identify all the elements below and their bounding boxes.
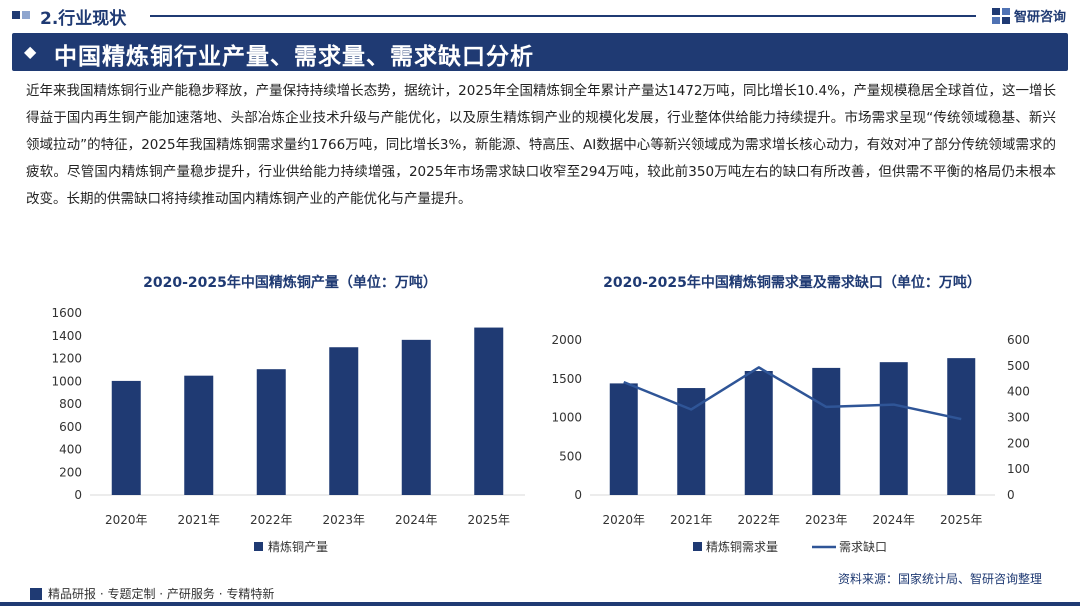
brand-name: 智研咨询 xyxy=(1013,10,1066,25)
diamond-icon: ◆ xyxy=(24,42,37,61)
chart1-x-tick: 2023年 xyxy=(322,513,365,527)
chart2-bar xyxy=(879,362,908,495)
chart1-y-tick: 200 xyxy=(59,465,82,479)
chart1-y-tick: 1000 xyxy=(51,374,82,388)
chart2-y-right-tick: 100 xyxy=(1007,462,1030,476)
chart1-x-tick: 2022年 xyxy=(250,513,293,527)
chart2-y-left-tick: 1000 xyxy=(551,411,582,425)
chart1-y-tick: 800 xyxy=(59,397,82,411)
chart2-bar xyxy=(744,371,773,495)
chart2-title: 2020-2025年中国精炼铜需求量及需求缺口（单位：万吨） xyxy=(603,275,981,291)
chart2-y-right-tick: 300 xyxy=(1007,411,1030,425)
chart1-bar xyxy=(329,347,359,495)
chart1-bar xyxy=(401,339,431,495)
chart1-x-tick: 2024年 xyxy=(395,513,438,527)
chart2-legend-line-label: 需求缺口 xyxy=(839,539,887,554)
footer-bar xyxy=(0,602,1080,606)
chart2-x-tick: 2022年 xyxy=(737,513,780,527)
chart1-bar xyxy=(184,375,214,495)
chart1-legend-label: 精炼铜产量 xyxy=(268,539,328,554)
chart1-x-tick: 2021年 xyxy=(177,513,220,527)
chart2-legend-bar-swatch xyxy=(693,542,702,551)
chart2-y-right-tick: 400 xyxy=(1007,385,1030,399)
chart2-x-tick: 2024年 xyxy=(872,513,915,527)
chart2-x-tick: 2021年 xyxy=(670,513,713,527)
title-banner: ◆ 中国精炼铜行业产量、需求量、需求缺口分析 xyxy=(12,33,1068,71)
chart2-y-left-tick: 1500 xyxy=(551,372,582,386)
chart2-x-tick: 2025年 xyxy=(940,513,983,527)
chart1-bar xyxy=(111,380,141,495)
chart2-y-left-tick: 0 xyxy=(574,488,582,502)
chart1-y-tick: 600 xyxy=(59,420,82,434)
chart2-y-left-tick: 500 xyxy=(559,449,582,463)
chart2-gap-line xyxy=(623,366,962,421)
chart2-y-left-tick: 2000 xyxy=(551,333,582,347)
chart1-x-tick: 2025年 xyxy=(467,513,510,527)
footer-tagline-text: 精品研报 · 专题定制 · 产研服务 · 专精特新 xyxy=(48,587,275,601)
chart2-legend-bar-label: 精炼铜需求量 xyxy=(706,539,778,554)
chart2-y-right-tick: 500 xyxy=(1007,359,1030,373)
section-title: 2.行业现状 xyxy=(40,9,127,29)
chart1-title: 2020-2025年中国精炼铜产量（单位：万吨） xyxy=(143,275,437,291)
chart2-y-right-tick: 200 xyxy=(1007,436,1030,450)
chart1-bar xyxy=(474,327,504,495)
header-divider xyxy=(150,15,976,17)
page-title: 中国精炼铜行业产量、需求量、需求缺口分析 xyxy=(54,44,534,70)
chart2-x-tick: 2023年 xyxy=(805,513,848,527)
chart1-y-tick: 1600 xyxy=(51,306,82,320)
chart1-bar xyxy=(256,369,286,495)
chart1-y-tick: 400 xyxy=(59,443,82,457)
chart2-y-right-tick: 0 xyxy=(1007,488,1015,502)
chart1-y-tick: 1200 xyxy=(51,352,82,366)
chart2-bar xyxy=(609,383,638,495)
top-bar: 2.行业现状 智研咨询 xyxy=(0,0,1080,30)
footer-logo-icon xyxy=(30,587,42,600)
chart2-x-tick: 2020年 xyxy=(602,513,645,527)
summary-paragraph: 近年来我国精炼铜行业产能稳步释放，产量保持持续增长态势，据统计，2025年全国精… xyxy=(26,83,1056,207)
chart2-bar xyxy=(812,367,841,495)
chart1-y-tick: 1400 xyxy=(51,329,82,343)
footer-tagline: 精品研报 · 专题定制 · 产研服务 · 专精特新 xyxy=(30,585,274,602)
brand-logo: 智研咨询 xyxy=(991,6,1066,25)
chart1-legend-swatch xyxy=(254,542,263,551)
chart1-y-tick: 0 xyxy=(74,488,82,502)
source-note: 资料来源：国家统计局、智研咨询整理 xyxy=(837,572,1042,586)
chart1-x-tick: 2020年 xyxy=(105,513,148,527)
chart2-bar xyxy=(947,358,976,495)
brand-logo-icon xyxy=(991,7,1010,24)
chart2-y-right-tick: 600 xyxy=(1007,333,1030,347)
